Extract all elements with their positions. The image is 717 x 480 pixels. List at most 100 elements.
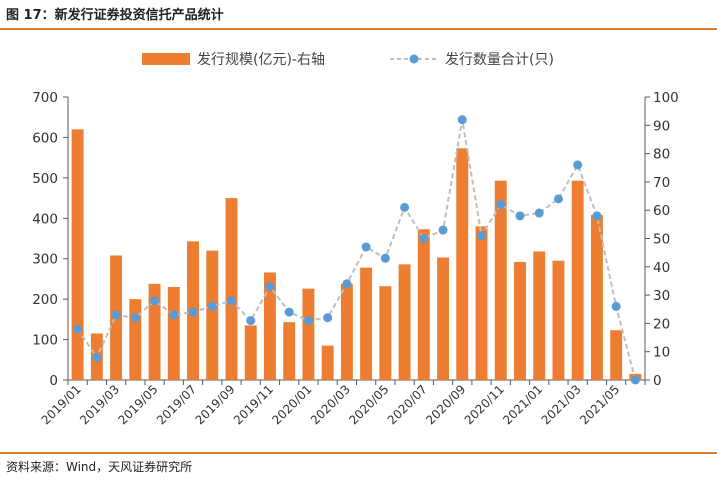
count-point (592, 211, 602, 221)
left-tick-label: 100 (32, 333, 58, 349)
left-tick-label: 300 (32, 252, 58, 268)
x-tick-label: 2019/07 (154, 382, 199, 427)
legend-line-label: 发行数量合计(只) (445, 52, 554, 68)
left-tick-label: 400 (32, 211, 58, 227)
count-point (630, 375, 640, 385)
bar (379, 286, 392, 380)
x-tick-label: 2019/03 (77, 382, 122, 427)
right-tick-label: 90 (653, 118, 670, 134)
bar (398, 264, 411, 380)
x-tick-label: 2019/05 (116, 382, 161, 427)
count-point (323, 313, 333, 323)
bar (437, 257, 450, 380)
bar (148, 283, 161, 380)
x-tick-label: 2020/07 (385, 382, 430, 427)
right-tick-label: 80 (653, 147, 670, 163)
bar (283, 322, 296, 380)
right-tick-label: 100 (653, 90, 679, 106)
legend-bar-label: 发行规模(亿元)-右轴 (197, 52, 325, 68)
bar (340, 283, 353, 380)
bar (360, 267, 373, 380)
count-point (477, 231, 487, 241)
left-tick-label: 500 (32, 171, 58, 187)
count-point (400, 202, 410, 212)
bar (552, 260, 565, 380)
x-tick-label: 2019/11 (231, 382, 276, 427)
x-tick-label: 2021/05 (577, 382, 622, 427)
bar (417, 229, 430, 380)
count-point (169, 310, 179, 320)
count-point (419, 234, 429, 243)
right-tick-label: 30 (653, 288, 670, 304)
bar (129, 299, 142, 380)
count-point (438, 225, 448, 235)
bar (206, 250, 219, 380)
count-point (380, 253, 390, 263)
count-point (207, 301, 217, 311)
count-point (342, 279, 352, 289)
bar (302, 288, 315, 380)
x-tick-label: 2020/11 (462, 382, 507, 427)
left-tick-label: 0 (49, 373, 58, 389)
count-point (265, 282, 275, 292)
count-point (515, 211, 525, 221)
legend: 发行规模(亿元)-右轴 发行数量合计(只) (142, 52, 554, 68)
count-point (303, 316, 313, 326)
x-tick-label: 2020/03 (308, 382, 353, 427)
bar (244, 325, 257, 380)
figure-title: 图 17：新发行证券投资信托产品统计 (6, 8, 224, 23)
bottom-rule (0, 452, 717, 454)
count-point (284, 307, 294, 317)
bar (475, 226, 488, 380)
left-tick-label: 600 (32, 130, 58, 146)
bar (321, 345, 334, 380)
right-tick-label: 20 (653, 316, 670, 332)
top-rule (0, 28, 717, 30)
right-tick-label: 10 (653, 345, 670, 361)
legend-bar-swatch (142, 53, 190, 65)
count-point (573, 160, 583, 170)
count-point (226, 296, 236, 306)
bar (263, 272, 276, 380)
bar (610, 330, 623, 380)
x-tick-label: 2020/09 (423, 382, 468, 427)
count-series-line (76, 119, 637, 381)
bar (533, 251, 546, 380)
x-tick-label: 2019/01 (39, 382, 84, 427)
right-tick-label: 60 (653, 203, 670, 219)
count-point (534, 208, 544, 218)
count-point (496, 200, 506, 210)
count-point (457, 115, 467, 125)
right-tick-label: 0 (653, 373, 662, 389)
count-point (188, 307, 198, 317)
chart: 发行规模(亿元)-右轴 发行数量合计(只) 010020030040050060… (32, 52, 679, 427)
count-point (111, 310, 121, 320)
x-tick-label: 2021/03 (539, 382, 584, 427)
bar (456, 148, 469, 380)
count-point (246, 316, 256, 326)
right-tick-label: 70 (653, 175, 670, 191)
left-tick-label: 700 (32, 90, 58, 106)
right-tick-label: 40 (653, 260, 670, 276)
count-point (130, 313, 140, 323)
bar (225, 198, 238, 380)
count-point (361, 242, 371, 252)
source-note: 资料来源：Wind，天风证券研究所 (6, 460, 193, 474)
plot-area: 0 100 200 300 400 500 600 700 0 10 20 30 40 50 60 70 80 9… (32, 90, 679, 427)
count-point (150, 296, 160, 306)
count-point (553, 194, 563, 204)
x-tick-label: 2019/09 (192, 382, 237, 427)
right-tick-label: 50 (653, 232, 670, 248)
count-point (611, 301, 621, 311)
bar (571, 180, 584, 380)
x-tick-label: 2021/01 (500, 382, 545, 427)
x-tick-label: 2020/01 (269, 382, 314, 427)
left-tick-label: 200 (32, 292, 58, 308)
bar (167, 287, 180, 380)
count-point (73, 324, 83, 334)
bar (590, 215, 603, 380)
legend-line-marker (409, 54, 419, 64)
x-tick-label: 2020/05 (346, 382, 391, 427)
bar (514, 261, 526, 380)
bar (71, 129, 84, 380)
